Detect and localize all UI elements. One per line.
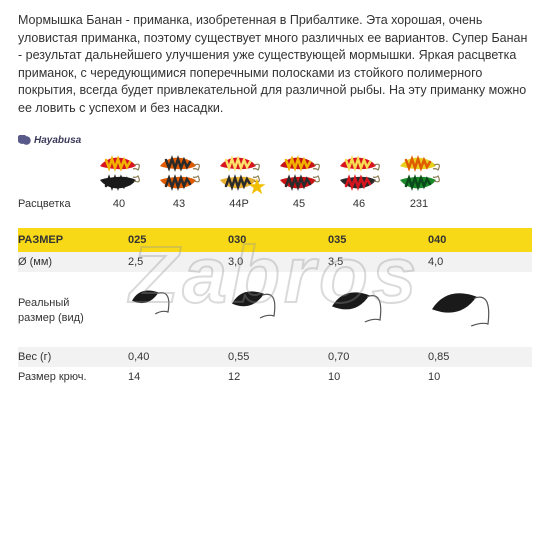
lure-top <box>218 154 260 172</box>
diameter-row: Ø (мм) 2,53,03,54,0 <box>18 252 532 272</box>
size-column-header: 035 <box>328 234 428 246</box>
color-code: 40 <box>98 198 140 210</box>
hook-label: Размер крюч. <box>18 371 128 383</box>
size-column-header: 040 <box>428 234 528 246</box>
size-column-header: 030 <box>228 234 328 246</box>
weight-value: 0,40 <box>128 351 228 363</box>
color-code: 46 <box>338 198 380 210</box>
real-size-shape <box>428 284 528 337</box>
brand-name: Hayabusa <box>34 135 81 146</box>
lure-top <box>338 154 380 172</box>
size-column-header: 025 <box>128 234 228 246</box>
lure-top <box>278 154 320 172</box>
hook-value: 10 <box>428 371 528 383</box>
lure-variant <box>158 154 200 192</box>
real-size-shape <box>328 284 428 337</box>
weight-label: Вес (г) <box>18 351 128 363</box>
color-codes-row: 40 43 44P 45 46 231 <box>98 198 440 210</box>
lure-variant <box>278 154 320 192</box>
real-size-shapes <box>128 284 528 337</box>
lure-bottom <box>98 174 140 192</box>
color-code: 44P <box>218 198 260 210</box>
size-table: РАЗМЕР 025030035040 Ø (мм) 2,53,03,54,0 <box>18 228 532 272</box>
color-section-label: Расцветка <box>18 198 98 210</box>
lure-bottom <box>398 174 440 192</box>
real-size-shape <box>228 284 328 337</box>
lure-top <box>98 154 140 172</box>
lure-bottom <box>278 174 320 192</box>
color-code: 45 <box>278 198 320 210</box>
diameter-value: 4,0 <box>428 256 528 268</box>
lure-variant: ★ <box>218 154 260 192</box>
glow-star-icon: ★ <box>246 176 268 198</box>
color-code: 43 <box>158 198 200 210</box>
hook-value: 10 <box>328 371 428 383</box>
lure-top <box>158 154 200 172</box>
lure-variant <box>338 154 380 192</box>
size-table-header: РАЗМЕР 025030035040 <box>18 228 532 252</box>
hook-row: Размер крюч. 14121010 <box>18 367 532 387</box>
real-size-label: Реальныйразмер (вид) <box>18 296 128 325</box>
diameter-label: Ø (мм) <box>18 256 128 268</box>
lure-variant <box>398 154 440 192</box>
color-swatches-row: ★ <box>18 154 532 192</box>
weight-value: 0,70 <box>328 351 428 363</box>
footer-table: Вес (г) 0,400,550,700,85 Размер крюч. 14… <box>18 347 532 387</box>
lure-variant <box>98 154 140 192</box>
hook-value: 12 <box>228 371 328 383</box>
diameter-value: 3,5 <box>328 256 428 268</box>
hook-value: 14 <box>128 371 228 383</box>
size-header-label: РАЗМЕР <box>18 234 128 246</box>
hayabusa-icon <box>18 135 32 145</box>
lure-bottom <box>158 174 200 192</box>
lure-top <box>398 154 440 172</box>
brand-logo: Hayabusa <box>18 135 532 146</box>
weight-value: 0,55 <box>228 351 328 363</box>
weight-value: 0,85 <box>428 351 528 363</box>
real-size-shape <box>128 284 228 337</box>
product-description: Мормышка Банан - приманка, изобретенная … <box>18 12 532 117</box>
diameter-value: 2,5 <box>128 256 228 268</box>
diameter-value: 3,0 <box>228 256 328 268</box>
real-size-section: Реальныйразмер (вид) <box>18 284 532 337</box>
color-code: 231 <box>398 198 440 210</box>
lure-bottom <box>338 174 380 192</box>
weight-row: Вес (г) 0,400,550,700,85 <box>18 347 532 367</box>
